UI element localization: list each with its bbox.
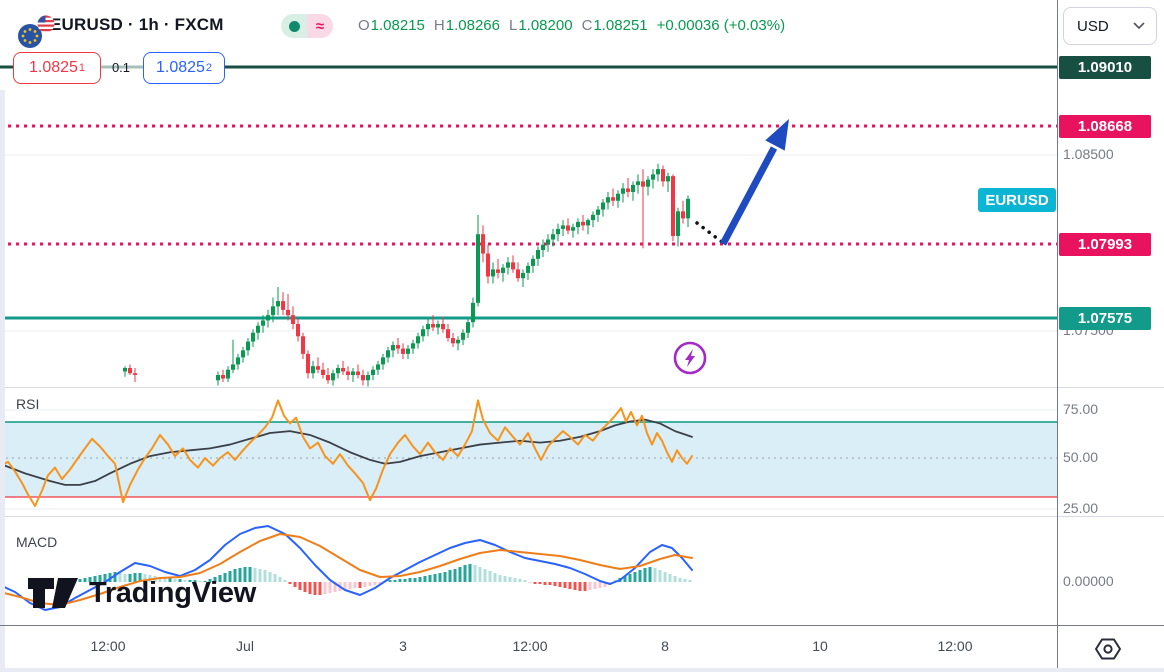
time-axis-label[interactable]: 12:00	[90, 638, 126, 654]
time-axis-label[interactable]: 3	[399, 638, 407, 654]
market-open-dot-icon	[281, 14, 307, 38]
ask-price-fraction: 2	[205, 62, 213, 74]
change-value: +0.00036 (+0.03%)	[656, 17, 786, 34]
price-scale-settings-icon[interactable]	[1094, 636, 1122, 662]
rsi-axis-label[interactable]: 50.00	[1063, 449, 1099, 465]
sell-bid-button[interactable]: 1.0825 1	[13, 52, 101, 84]
chevron-down-icon	[1133, 22, 1145, 30]
open-label: O	[358, 17, 370, 34]
currency-dropdown[interactable]: USD	[1063, 7, 1157, 45]
left-edge-strip	[0, 90, 5, 672]
tradingview-logo-mark-icon	[28, 578, 78, 608]
ask-price: 1.0825	[155, 59, 205, 76]
rsi-axis-label[interactable]: 75.00	[1063, 401, 1099, 417]
spread-value: 0.1	[111, 60, 131, 75]
price-level-tag[interactable]: 1.09010	[1059, 55, 1151, 79]
time-axis-border	[0, 625, 1164, 626]
close-value: 1.08251	[593, 17, 648, 34]
rsi-axis-label[interactable]: 25.00	[1063, 500, 1099, 516]
tradingview-logo-text: TradingView	[89, 576, 256, 609]
buy-ask-button[interactable]: 1.0825 2	[143, 52, 225, 84]
price-level-tag[interactable]: 1.07993	[1059, 232, 1151, 256]
pane-separator-rsi[interactable]	[0, 387, 1164, 388]
rsi-pane-label[interactable]: RSI	[16, 396, 40, 412]
price-level-tag[interactable]: 1.08668	[1059, 114, 1151, 138]
bottom-edge-strip	[0, 668, 1164, 672]
pane-separator-macd[interactable]	[0, 516, 1164, 517]
macd-pane-label[interactable]: MACD	[16, 534, 58, 550]
delayed-data-icon: ≈	[307, 14, 333, 38]
bid-price: 1.0825	[28, 59, 78, 76]
time-axis-label[interactable]: Jul	[236, 638, 254, 654]
time-axis-label[interactable]: 8	[661, 638, 669, 654]
market-status-toggle[interactable]: ≈	[281, 14, 333, 38]
price-scale-border	[1057, 0, 1058, 668]
symbol-title[interactable]: EURUSD · 1h · FXCM	[50, 15, 224, 34]
ohlc-readout: O1.08215 H1.08266 L1.08200 C1.08251 +0.0…	[358, 17, 785, 34]
close-label: C	[581, 17, 593, 34]
high-label: H	[433, 17, 445, 34]
time-axis-label[interactable]: 12:00	[512, 638, 548, 654]
currency-dropdown-value: USD	[1077, 17, 1109, 35]
bid-price-fraction: 1	[78, 62, 86, 74]
tradingview-logo[interactable]: TradingView	[28, 574, 256, 612]
low-label: L	[508, 17, 518, 34]
time-axis-label[interactable]: 10	[812, 638, 828, 654]
macd-axis-label[interactable]: 0.00000	[1063, 573, 1114, 589]
open-value: 1.08215	[370, 17, 425, 34]
eurusd-flag-icon	[18, 15, 55, 48]
high-value: 1.08266	[445, 17, 500, 34]
price-axis-label[interactable]: 1.08500	[1063, 146, 1114, 162]
time-axis-label[interactable]: 12:00	[937, 638, 973, 654]
low-value: 1.08200	[518, 17, 573, 34]
price-level-tag[interactable]: 1.07575	[1059, 306, 1151, 330]
symbol-price-tag[interactable]: EURUSD	[978, 188, 1056, 212]
